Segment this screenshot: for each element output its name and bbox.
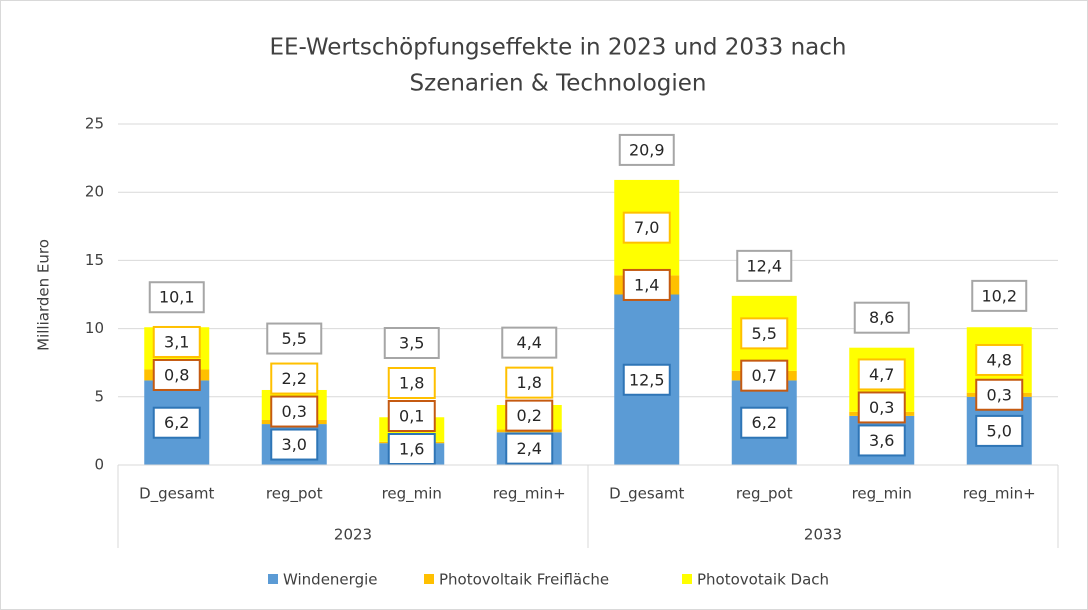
data-label: 12,5	[629, 370, 665, 389]
data-label-box	[387, 433, 436, 465]
y-tick-label: 5	[94, 387, 104, 405]
data-label: 0,3	[987, 385, 1012, 404]
data-label: 1,8	[517, 373, 542, 392]
legend-swatch	[424, 574, 434, 584]
data-label-box	[270, 428, 319, 461]
legend-label: Windenergie	[283, 571, 377, 589]
data-label: 1,8	[399, 374, 424, 393]
data-label-box	[387, 367, 436, 399]
data-label-box	[266, 322, 323, 355]
data-label: 0,7	[752, 366, 777, 385]
data-label: 5,5	[282, 329, 307, 348]
x-tick-label: reg_pot	[736, 485, 793, 504]
y-tick-label: 25	[85, 115, 104, 133]
chart-title: EE-Wertschöpfungseffekte in 2023 und 203…	[269, 35, 846, 61]
data-label-box	[270, 395, 319, 428]
data-label: 6,2	[752, 413, 777, 432]
data-label: 1,6	[399, 440, 424, 459]
chart-title: Szenarien & Technologien	[410, 71, 707, 97]
data-label-box	[853, 301, 910, 334]
data-label: 0,3	[282, 402, 307, 421]
data-label-box	[387, 400, 436, 432]
data-label-box	[975, 378, 1024, 411]
x-tick-label: reg_min	[382, 485, 442, 504]
data-label-box	[152, 358, 201, 391]
data-label-box	[740, 406, 789, 439]
legend-label: Photovoltaik Freifläche	[439, 571, 609, 589]
data-label: 3,6	[869, 431, 894, 450]
data-label-box	[501, 326, 558, 359]
data-label: 10,2	[981, 286, 1017, 305]
data-label: 0,3	[869, 398, 894, 417]
data-label-box	[152, 325, 201, 358]
data-label: 20,9	[629, 140, 665, 159]
data-label-box	[505, 366, 554, 399]
group-label: 2033	[804, 526, 842, 544]
data-label: 4,7	[869, 365, 894, 384]
y-tick-label: 20	[85, 183, 104, 201]
y-axis-label: Milliarden Euro	[35, 239, 53, 351]
data-label-box	[148, 281, 205, 314]
data-label: 4,8	[987, 350, 1012, 369]
data-label-box	[975, 343, 1024, 376]
data-label: 0,1	[399, 407, 424, 426]
x-tick-label: reg_min+	[493, 485, 566, 504]
data-label: 7,0	[634, 218, 659, 237]
data-label-box	[975, 414, 1024, 447]
data-label: 8,6	[869, 308, 894, 327]
x-tick-label: reg_pot	[266, 485, 323, 504]
data-label: 12,4	[746, 256, 782, 275]
data-label: 3,5	[399, 334, 424, 353]
data-label: 2,4	[517, 439, 542, 458]
data-label-box	[505, 399, 554, 432]
x-tick-label: reg_min+	[963, 485, 1036, 504]
group-label: 2023	[334, 526, 372, 544]
y-tick-label: 0	[94, 456, 104, 474]
x-tick-label: reg_min	[852, 485, 912, 504]
data-label: 0,8	[164, 365, 189, 384]
data-label: 5,0	[987, 421, 1012, 440]
data-label-box	[505, 432, 554, 465]
data-label: 10,1	[159, 288, 195, 307]
legend-swatch	[268, 574, 278, 584]
data-label-box	[152, 406, 201, 439]
data-label-box	[736, 249, 793, 282]
data-label-box	[618, 133, 675, 166]
x-tick-label: D_gesamt	[139, 485, 214, 504]
data-label-box	[971, 279, 1028, 312]
legend-swatch	[682, 574, 692, 584]
y-tick-label: 15	[85, 251, 104, 269]
data-label: 4,4	[517, 333, 542, 352]
data-label: 0,2	[517, 406, 542, 425]
data-label: 6,2	[164, 413, 189, 432]
x-tick-label: D_gesamt	[609, 485, 684, 504]
data-label-box	[622, 363, 671, 396]
data-label-box	[622, 268, 671, 301]
data-label: 5,5	[752, 324, 777, 343]
data-label-box	[857, 424, 906, 457]
data-label: 3,0	[282, 435, 307, 454]
data-label: 3,1	[164, 332, 189, 351]
data-label-box	[622, 211, 671, 244]
data-label: 2,2	[282, 369, 307, 388]
data-label-box	[740, 359, 789, 392]
legend-label: Photovotaik Dach	[697, 571, 829, 589]
data-label-box	[857, 358, 906, 391]
data-label: 1,4	[634, 275, 659, 294]
data-label-box	[857, 391, 906, 424]
data-label-box	[383, 327, 440, 359]
data-label-box	[270, 362, 319, 395]
y-tick-label: 10	[85, 319, 104, 337]
data-label-box	[740, 317, 789, 350]
